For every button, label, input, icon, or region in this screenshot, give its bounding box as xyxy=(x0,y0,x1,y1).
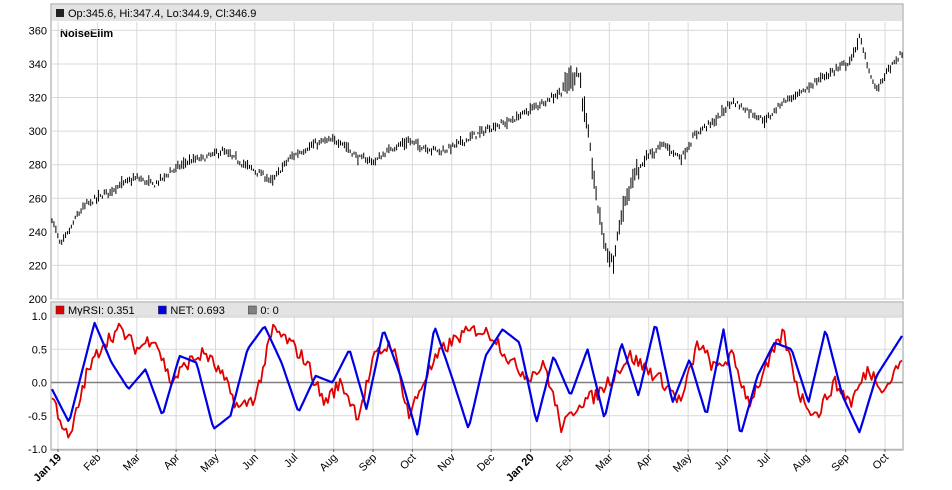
indicator-y-axis: -1.0 -0.5 0.0 0.5 1.0 xyxy=(28,311,47,456)
indicator-tick-label: -0.5 xyxy=(28,411,47,423)
x-tick-label: Nov xyxy=(436,451,459,474)
price-tick-label: 300 xyxy=(29,126,47,138)
x-axis: Jan 19 Feb Mar Apr May Jun Jul Aug Sep Oct Nov Dec J… xyxy=(31,449,891,484)
x-tick-label: Aug xyxy=(317,452,339,474)
x-tick-label: Mar xyxy=(121,451,143,473)
indicator-lines xyxy=(51,321,903,439)
indicator-tick-label: -1.0 xyxy=(28,444,47,456)
price-tick-label: 240 xyxy=(29,227,47,239)
x-tick-label: May xyxy=(198,451,222,475)
price-panel: Op:345.6, Hi:347.4, Lo:344.9, Cl:346.9 N… xyxy=(29,3,904,306)
legend-label: NET: 0.693 xyxy=(170,305,224,317)
indicator-tick-label: 0.0 xyxy=(32,378,47,390)
price-tick-label: 340 xyxy=(29,59,47,71)
x-tick-label: Oct xyxy=(871,452,892,473)
indicator-tick-label: 0.5 xyxy=(32,344,47,356)
x-tick-label: Sep xyxy=(829,452,851,474)
x-tick-label: Jun xyxy=(713,452,734,473)
x-tick-label: Jan 19 xyxy=(31,452,64,485)
price-tick-label: 280 xyxy=(29,160,47,172)
price-legend-text: Op:345.6, Hi:347.4, Lo:344.9, Cl:346.9 xyxy=(68,8,256,20)
x-tick-label: Apr xyxy=(162,451,183,472)
x-tick-label: Jun xyxy=(240,452,261,473)
legend-swatch xyxy=(55,305,65,315)
x-tick-label: Aug xyxy=(790,452,812,474)
indicator-tick-label: 1.0 xyxy=(32,311,47,323)
indicator-panel: MyRSI: 0.351 NET: 0.693 0: 0 -1.0 -0.5 0.0 0.… xyxy=(28,301,904,484)
x-tick-label: Jul xyxy=(755,452,773,470)
legend-label: 0: 0 xyxy=(260,305,278,317)
price-bars xyxy=(51,33,903,274)
x-tick-label: Jul xyxy=(282,452,300,470)
legend-swatch xyxy=(248,305,257,315)
indicator-legend: MyRSI: 0.351 NET: 0.693 0: 0 xyxy=(55,305,279,317)
x-tick-label: Oct xyxy=(398,452,419,473)
price-legend-bar xyxy=(52,5,902,21)
x-tick-label: Dec xyxy=(475,451,498,474)
indicator-legend-bar xyxy=(52,303,902,318)
x-tick-label: May xyxy=(671,451,695,475)
x-tick-label: Feb xyxy=(82,452,104,474)
price-tick-label: 200 xyxy=(29,294,47,306)
legend-label: MyRSI: 0.351 xyxy=(68,305,135,317)
price-legend-swatch xyxy=(56,9,64,17)
series-label: NoiseElim xyxy=(60,28,113,40)
indicator-grid xyxy=(51,315,903,450)
indicator-plot-area xyxy=(50,301,904,451)
price-plot-area xyxy=(50,3,904,300)
x-tick-label: Jan 20 xyxy=(504,452,537,485)
x-tick-label: Mar xyxy=(594,451,616,473)
price-tick-label: 220 xyxy=(29,260,47,272)
price-tick-label: 360 xyxy=(29,25,47,37)
myrsi-line xyxy=(51,322,903,439)
x-tick-label: Feb xyxy=(554,452,576,474)
x-tick-label: Sep xyxy=(357,452,379,474)
price-tick-label: 320 xyxy=(29,93,47,105)
price-y-axis: 200 220 240 260 280 300 320 340 360 xyxy=(29,25,47,306)
net-line xyxy=(51,321,903,436)
price-grid xyxy=(51,22,903,300)
legend-swatch xyxy=(158,305,167,315)
x-tick-label: Apr xyxy=(634,451,655,472)
price-tick-label: 260 xyxy=(29,193,47,205)
